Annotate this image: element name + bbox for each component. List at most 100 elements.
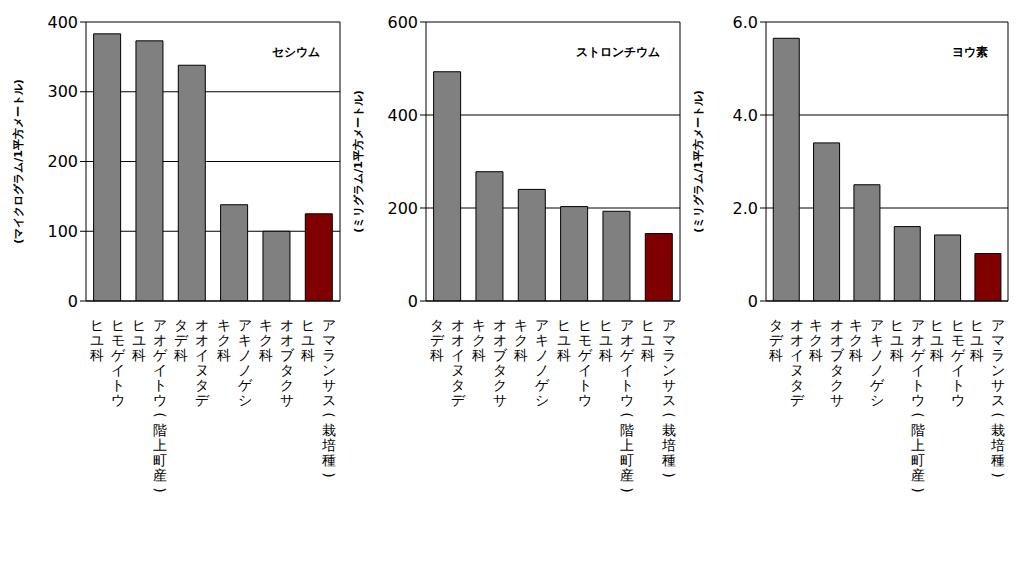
svg-text:培: 培 [661, 437, 676, 453]
svg-text:ス: ス [662, 392, 676, 408]
svg-text:科: 科 [174, 347, 188, 363]
svg-text:オ: オ [493, 332, 507, 348]
svg-text:0: 0 [748, 292, 758, 311]
svg-text:タ: タ [174, 317, 188, 333]
svg-text:モ: モ [951, 332, 965, 348]
svg-text:ゲ: ゲ [870, 377, 885, 393]
svg-text:ク: ク [259, 332, 273, 348]
svg-text:ノ: ノ [870, 347, 884, 363]
svg-text:イ: イ [951, 362, 965, 378]
svg-text:): ) [990, 472, 1006, 477]
svg-text:ト: ト [153, 377, 167, 393]
svg-text:ア: ア [870, 317, 884, 333]
svg-text:科: 科 [132, 347, 146, 363]
svg-text:ブ: ブ [493, 347, 508, 363]
svg-text:ヒ: ヒ [951, 317, 965, 333]
svg-text:ユ: ユ [930, 332, 944, 348]
svg-text:オ: オ [493, 317, 507, 333]
svg-text:ブ: ブ [830, 347, 845, 363]
svg-text:ヒ: ヒ [301, 317, 315, 333]
svg-text:(: ( [990, 412, 1006, 417]
svg-text:町: 町 [620, 452, 634, 468]
svg-text:イ: イ [111, 362, 125, 378]
svg-text:ア: ア [322, 317, 336, 333]
svg-text:オ: オ [790, 317, 804, 333]
svg-text:ラ: ラ [991, 347, 1005, 363]
svg-text:タ: タ [790, 377, 804, 393]
svg-text:ヌ: ヌ [790, 362, 804, 378]
svg-text:ゲ: ゲ [238, 377, 253, 393]
svg-text:科: 科 [599, 347, 613, 363]
svg-text:ラ: ラ [662, 347, 676, 363]
svg-text:(: ( [152, 412, 168, 417]
svg-text:オ: オ [790, 332, 804, 348]
svg-text:ト: ト [911, 377, 925, 393]
svg-text:マ: マ [662, 332, 676, 348]
svg-text:キ: キ [849, 317, 863, 333]
svg-text:0: 0 [68, 292, 78, 311]
svg-text:オ: オ [153, 332, 167, 348]
svg-text:): ) [619, 487, 635, 492]
svg-text:タ: タ [280, 362, 294, 378]
svg-text:タ: タ [451, 377, 465, 393]
svg-text:イ: イ [451, 347, 465, 363]
svg-text:科: 科 [849, 347, 863, 363]
svg-text:ゲ: ゲ [535, 377, 550, 393]
svg-text:(: ( [910, 412, 926, 417]
svg-text:ク: ク [514, 332, 528, 348]
svg-text:産: 産 [620, 467, 634, 483]
svg-text:ト: ト [111, 377, 125, 393]
svg-text:(: ( [321, 412, 337, 417]
svg-text:上: 上 [620, 437, 634, 453]
svg-text:ブ: ブ [280, 347, 295, 363]
svg-text:モ: モ [111, 332, 125, 348]
svg-text:2.0: 2.0 [733, 199, 758, 218]
svg-text:オ: オ [830, 317, 844, 333]
svg-text:科: 科 [259, 347, 273, 363]
svg-text:ゲ: ゲ [153, 347, 168, 363]
svg-text:ヒ: ヒ [930, 317, 944, 333]
svg-text:ヒ: ヒ [90, 317, 104, 333]
svg-text:ヒ: ヒ [132, 317, 146, 333]
svg-text:(ミリグラム/1平方メートル): (ミリグラム/1平方メートル) [692, 90, 705, 233]
svg-text:キ: キ [870, 332, 884, 348]
svg-text:ク: ク [280, 377, 294, 393]
svg-text:サ: サ [322, 377, 336, 393]
svg-text:ア: ア [153, 317, 167, 333]
svg-text:階: 階 [620, 422, 634, 438]
svg-text:ノ: ノ [870, 362, 884, 378]
svg-text:シ: シ [535, 392, 549, 408]
svg-text:オ: オ [620, 332, 634, 348]
svg-text:ヒ: ヒ [890, 317, 904, 333]
svg-text:ユ: ユ [90, 332, 104, 348]
svg-text:産: 産 [153, 467, 167, 483]
svg-text:): ) [661, 472, 677, 477]
svg-text:キ: キ [238, 332, 252, 348]
svg-text:ユ: ユ [890, 332, 904, 348]
svg-text:ア: ア [238, 317, 252, 333]
svg-text:デ: デ [790, 392, 805, 408]
svg-text:ラ: ラ [322, 347, 336, 363]
svg-text:ノ: ノ [535, 347, 549, 363]
svg-text:ノ: ノ [238, 362, 252, 378]
svg-text:キ: キ [514, 317, 528, 333]
svg-text:ク: ク [472, 332, 486, 348]
svg-text:科: 科 [930, 347, 944, 363]
svg-text:4.0: 4.0 [733, 106, 758, 125]
svg-text:サ: サ [280, 392, 294, 408]
svg-text:キ: キ [535, 332, 549, 348]
svg-text:オ: オ [280, 332, 294, 348]
svg-text:サ: サ [830, 392, 844, 408]
svg-text:400: 400 [47, 13, 78, 32]
svg-text:オ: オ [830, 332, 844, 348]
svg-text:デ: デ [430, 332, 445, 348]
svg-text:ユ: ユ [641, 332, 655, 348]
svg-text:ア: ア [662, 317, 676, 333]
svg-text:ン: ン [991, 362, 1005, 378]
svg-text:ス: ス [991, 392, 1005, 408]
svg-text:ク: ク [809, 332, 823, 348]
svg-text:400: 400 [387, 106, 418, 125]
svg-text:栽: 栽 [991, 422, 1005, 438]
svg-text:サ: サ [991, 377, 1005, 393]
svg-text:ア: ア [620, 317, 634, 333]
